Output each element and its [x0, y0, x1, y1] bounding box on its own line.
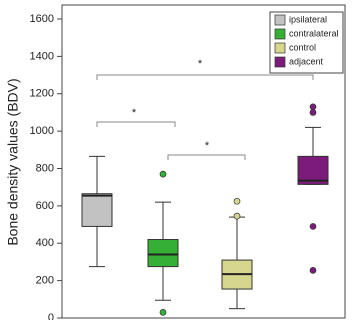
significance-label: * — [198, 58, 203, 70]
legend-swatch — [274, 14, 286, 26]
legend-label: adjacent — [289, 56, 324, 66]
legend-swatch — [274, 28, 286, 40]
y-tick-label: 600 — [36, 200, 54, 212]
significance-bracket — [167, 154, 246, 160]
outlier — [309, 223, 317, 230]
y-tick-label: 800 — [36, 162, 54, 174]
y-tick-label: 1200 — [30, 88, 54, 100]
outlier — [309, 103, 317, 111]
legend-swatch — [274, 56, 286, 68]
y-tick-label: 1600 — [30, 13, 54, 25]
outlier — [233, 212, 241, 220]
significance-label: * — [205, 140, 210, 152]
outlier — [159, 309, 167, 316]
legend-label: contralateral — [289, 28, 339, 38]
y-tick-label: 0 — [48, 312, 54, 320]
outlier — [309, 266, 317, 274]
y-tick-label: 1400 — [30, 50, 54, 62]
legend-label: ipsilateral — [289, 14, 327, 24]
plot-frame — [61, 4, 346, 319]
outlier — [233, 197, 241, 205]
box — [147, 239, 179, 268]
outlier — [309, 109, 317, 116]
legend-swatch — [274, 42, 286, 54]
y-tick-label: 400 — [36, 237, 54, 249]
y-tick-label: 200 — [36, 275, 54, 287]
outlier — [159, 170, 167, 178]
box — [81, 193, 113, 227]
significance-label: * — [132, 107, 137, 119]
y-tick-label: 1000 — [30, 125, 54, 137]
y-axis-label: Bone density values (BDV) — [5, 78, 21, 245]
significance-bracket — [96, 121, 176, 127]
legend-label: control — [289, 42, 316, 52]
legend: ipsilateral contralateral control adjacent — [269, 11, 344, 74]
significance-bracket — [96, 74, 314, 80]
